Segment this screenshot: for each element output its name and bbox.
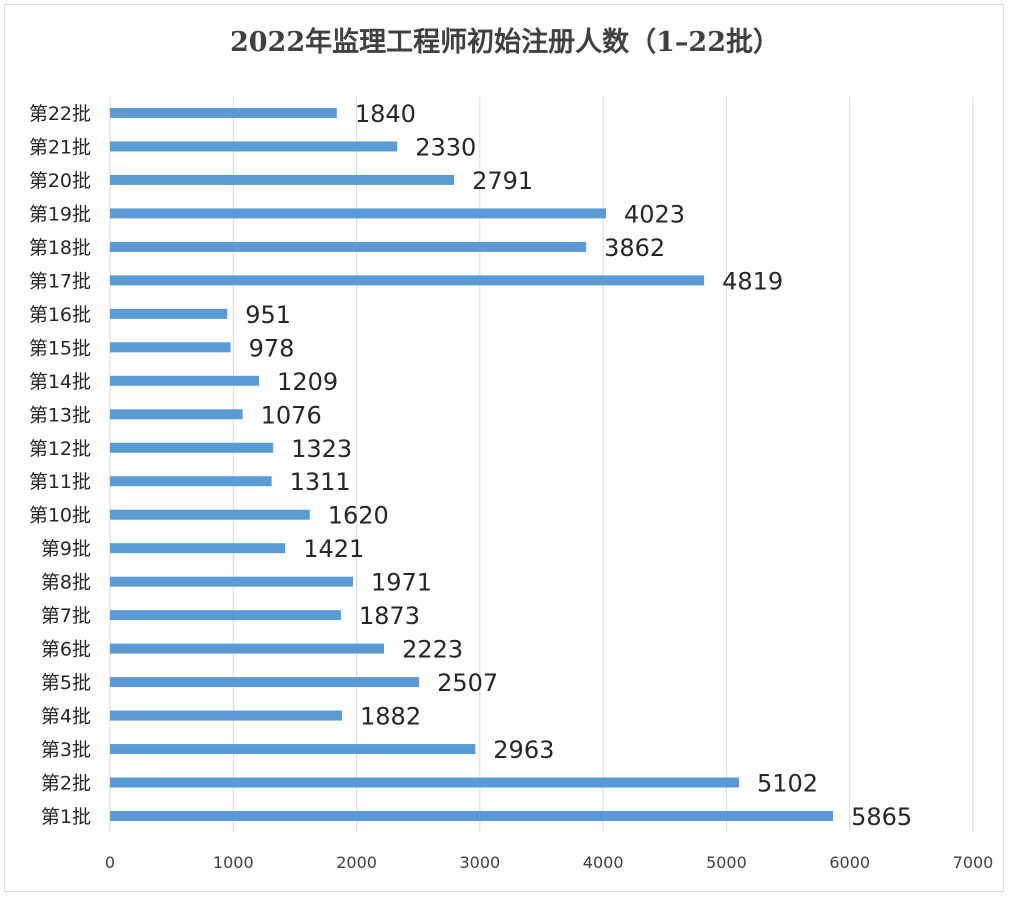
category-label: 第5批 xyxy=(41,672,91,694)
category-label: 第14批 xyxy=(29,371,91,393)
value-label: 3862 xyxy=(604,234,665,262)
category-label: 第18批 xyxy=(29,237,91,259)
x-tick-label: 7000 xyxy=(953,853,994,872)
value-label: 1873 xyxy=(359,602,420,630)
chart-title: 2022年监理工程师初始注册人数（1–22批） xyxy=(229,27,780,58)
x-tick-label: 1000 xyxy=(213,853,254,872)
bar xyxy=(110,811,834,821)
bar xyxy=(110,108,337,118)
x-tick-label: 6000 xyxy=(829,853,870,872)
bars xyxy=(110,108,834,821)
category-label: 第21批 xyxy=(29,136,91,158)
bar xyxy=(110,744,476,755)
category-label: 第16批 xyxy=(29,304,91,326)
value-label: 1882 xyxy=(360,703,421,731)
category-labels: 第1批 第2批 第3批 第4批 第5批 第6批 第7批 第8批 第9批 第10批 第11批 第12批 第… xyxy=(29,103,91,828)
category-label: 第15批 xyxy=(29,337,91,359)
bar xyxy=(110,308,228,319)
category-label: 第13批 xyxy=(29,404,91,426)
value-label: 1840 xyxy=(355,100,416,128)
x-tick-label: 5000 xyxy=(706,853,747,872)
bar xyxy=(110,174,455,185)
bar xyxy=(110,777,740,788)
x-axis-tick-labels: 0 1000 2000 3000 4000 5000 6000 7000 xyxy=(105,853,993,872)
category-label: 第12批 xyxy=(29,438,91,460)
category-label: 第9批 xyxy=(41,538,91,560)
value-label: 1421 xyxy=(303,535,364,563)
value-label: 1076 xyxy=(261,401,322,429)
category-label: 第1批 xyxy=(41,806,91,828)
value-label: 2330 xyxy=(415,133,476,161)
category-label: 第11批 xyxy=(29,471,91,493)
value-label: 978 xyxy=(249,334,295,362)
category-label: 第8批 xyxy=(41,572,91,594)
bar xyxy=(110,141,398,152)
value-label: 2507 xyxy=(437,669,498,697)
value-label: 951 xyxy=(245,301,291,329)
bar xyxy=(110,342,231,353)
category-label: 第2批 xyxy=(41,773,91,795)
gridlines xyxy=(109,97,974,832)
bar xyxy=(110,275,705,286)
bar xyxy=(110,241,587,252)
value-label: 5102 xyxy=(757,770,818,798)
category-label: 第20批 xyxy=(29,170,91,192)
value-label: 2791 xyxy=(472,167,533,195)
value-label: 1209 xyxy=(277,368,338,396)
bar xyxy=(110,476,272,487)
bar xyxy=(110,509,310,520)
value-label: 1620 xyxy=(328,502,389,530)
category-label: 第17批 xyxy=(29,270,91,292)
category-label: 第3批 xyxy=(41,739,91,761)
category-label: 第6批 xyxy=(41,639,91,661)
category-label: 第7批 xyxy=(41,605,91,627)
bar xyxy=(110,710,343,721)
category-label: 第19批 xyxy=(29,203,91,225)
x-tick-label: 0 xyxy=(105,853,115,872)
value-label: 1323 xyxy=(291,435,352,463)
bar xyxy=(110,375,260,386)
bar xyxy=(110,610,341,621)
x-tick-label: 4000 xyxy=(583,853,624,872)
x-tick-label: 3000 xyxy=(459,853,500,872)
bar xyxy=(110,409,243,420)
category-label: 第22批 xyxy=(29,103,91,125)
bar xyxy=(110,677,420,688)
value-label: 1971 xyxy=(371,569,432,597)
value-label: 5865 xyxy=(851,803,912,831)
value-label: 4023 xyxy=(624,200,685,228)
category-label: 第4批 xyxy=(41,706,91,728)
bar xyxy=(110,442,274,453)
category-label: 第10批 xyxy=(29,505,91,527)
x-tick-label: 2000 xyxy=(336,853,377,872)
bar xyxy=(110,208,606,219)
bar xyxy=(110,643,385,654)
value-label: 1311 xyxy=(290,468,351,496)
value-label: 2223 xyxy=(402,636,463,664)
value-label: 4819 xyxy=(722,267,783,295)
value-label: 2963 xyxy=(493,736,554,764)
bar xyxy=(110,576,353,587)
bar xyxy=(110,543,286,554)
